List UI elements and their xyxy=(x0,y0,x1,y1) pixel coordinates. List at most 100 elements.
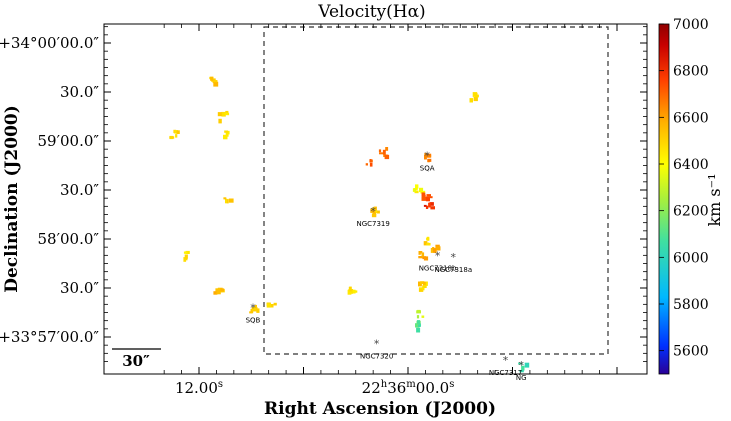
emission-pixel xyxy=(421,196,427,201)
colorbar-tick-label: 6800 xyxy=(673,64,709,80)
colorbar-tick-label: 7000 xyxy=(673,17,709,33)
emission-pixel xyxy=(228,198,234,203)
emission-pixel xyxy=(521,365,525,371)
emission-pixel xyxy=(250,308,254,314)
emission-pixel xyxy=(183,257,187,262)
emission-pixel xyxy=(425,281,428,286)
emission-pixel xyxy=(422,284,427,288)
y-tick-label: 30.0″ xyxy=(60,181,99,199)
emission-pixel xyxy=(417,320,420,324)
galaxy-star-marker: * xyxy=(451,251,457,264)
galaxy-star-marker: * xyxy=(374,338,380,351)
emission-pixel xyxy=(369,159,372,163)
emission-pixel xyxy=(210,76,214,81)
colorbar-tick-label: 6000 xyxy=(673,250,709,266)
emission-pixel xyxy=(418,281,422,287)
emission-pixel xyxy=(217,112,222,117)
x-ticks: 12.00s 22h36m00.0s xyxy=(163,24,618,397)
emission-pixel xyxy=(415,323,420,328)
colorbar xyxy=(658,23,670,375)
colorbar-tick-label: 5600 xyxy=(673,344,709,360)
galaxy-markers: *SQB*NGC7319*SQA*NGC7318b*NGC7318a*NGC73… xyxy=(246,150,527,382)
emission-pixel xyxy=(371,207,375,210)
emission-pixel xyxy=(429,202,434,206)
emission-pixel xyxy=(378,149,382,153)
emission-pixel xyxy=(365,163,368,166)
emission-pixel xyxy=(417,324,421,327)
emission-pixel xyxy=(220,288,225,292)
galaxy-label: NGC7317 xyxy=(489,369,522,377)
colorbar-tick-label: 6200 xyxy=(673,204,709,220)
emission-pixel xyxy=(419,251,423,254)
emission-pixel xyxy=(425,196,430,202)
emission-pixel xyxy=(224,112,230,116)
emission-pixel xyxy=(225,132,229,137)
emission-pixel xyxy=(423,256,429,261)
emission-pixel xyxy=(416,315,420,319)
emission-pixel xyxy=(423,194,426,199)
galaxy-star-marker: * xyxy=(435,249,441,262)
emission-pixel xyxy=(428,202,431,208)
emission-pixel xyxy=(421,315,425,318)
emission-pixel xyxy=(519,370,524,373)
galaxy-star-marker: * xyxy=(503,354,509,367)
galaxy-label: NGC7318b xyxy=(419,264,457,272)
emission-pixel xyxy=(221,111,226,117)
emission-pixel xyxy=(418,287,424,292)
emission-clumps xyxy=(169,76,530,373)
emission-pixel xyxy=(223,134,228,140)
emission-pixel xyxy=(270,304,274,308)
galaxy-label: NG xyxy=(516,374,527,382)
emission-pixel xyxy=(175,134,178,138)
y-tick-label: +34°00′00.0″ xyxy=(0,34,99,52)
emission-pixel xyxy=(421,192,426,197)
emission-pixel xyxy=(213,80,217,83)
emission-pixel xyxy=(472,92,477,97)
emission-pixel xyxy=(369,162,373,167)
emission-pixel xyxy=(213,291,218,295)
emission-pixel xyxy=(419,187,424,193)
emission-pixel xyxy=(416,310,421,314)
emission-pixel xyxy=(169,136,175,139)
emission-pixel xyxy=(354,290,358,293)
emission-pixel xyxy=(473,96,478,102)
emission-pixel xyxy=(435,246,441,251)
emission-pixel xyxy=(426,237,430,241)
emission-pixel xyxy=(430,206,435,210)
galaxy-star-marker: * xyxy=(250,302,256,315)
emission-pixel xyxy=(426,194,431,197)
emission-pixel xyxy=(385,147,389,151)
emission-pixel xyxy=(426,155,432,158)
emission-pixel xyxy=(184,254,188,259)
emission-pixel xyxy=(373,206,377,212)
emission-pixel xyxy=(384,154,390,160)
emission-pixel xyxy=(427,158,432,162)
y-tick-label: 30.0″ xyxy=(60,83,99,101)
galaxy-star-marker: * xyxy=(518,359,524,372)
y-tick-label: 58′00.0″ xyxy=(38,230,100,248)
emission-pixel xyxy=(433,248,437,253)
galaxy-label: SQA xyxy=(420,165,435,173)
dashed-region-box xyxy=(263,26,609,355)
emission-pixel xyxy=(176,130,180,134)
colorbar-ticks: 7000 6800 6600 6400 6200 6000 5800 5600 xyxy=(659,17,709,360)
emission-pixel xyxy=(213,81,219,87)
colorbar-tick-label: 6400 xyxy=(673,157,709,173)
colorbar-tick-label: 6600 xyxy=(673,110,709,126)
emission-pixel xyxy=(420,281,425,284)
emission-pixel xyxy=(225,198,228,204)
emission-pixel xyxy=(224,130,229,133)
x-tick-label: 12.00s xyxy=(175,379,223,397)
emission-pixel xyxy=(370,208,376,213)
emission-pixel xyxy=(371,213,377,218)
emission-pixel xyxy=(266,303,271,308)
emission-pixel xyxy=(254,304,257,309)
y-axis-label: Declination (J2000) xyxy=(2,105,22,293)
emission-pixel xyxy=(379,152,384,155)
x-tick-label: 22h36m00.0s xyxy=(362,379,455,397)
emission-pixel xyxy=(273,302,277,306)
galaxy-label: SQB xyxy=(246,317,261,325)
y-tick-label: 30.0″ xyxy=(60,279,99,297)
colorbar-tick-label: 5800 xyxy=(673,297,709,313)
